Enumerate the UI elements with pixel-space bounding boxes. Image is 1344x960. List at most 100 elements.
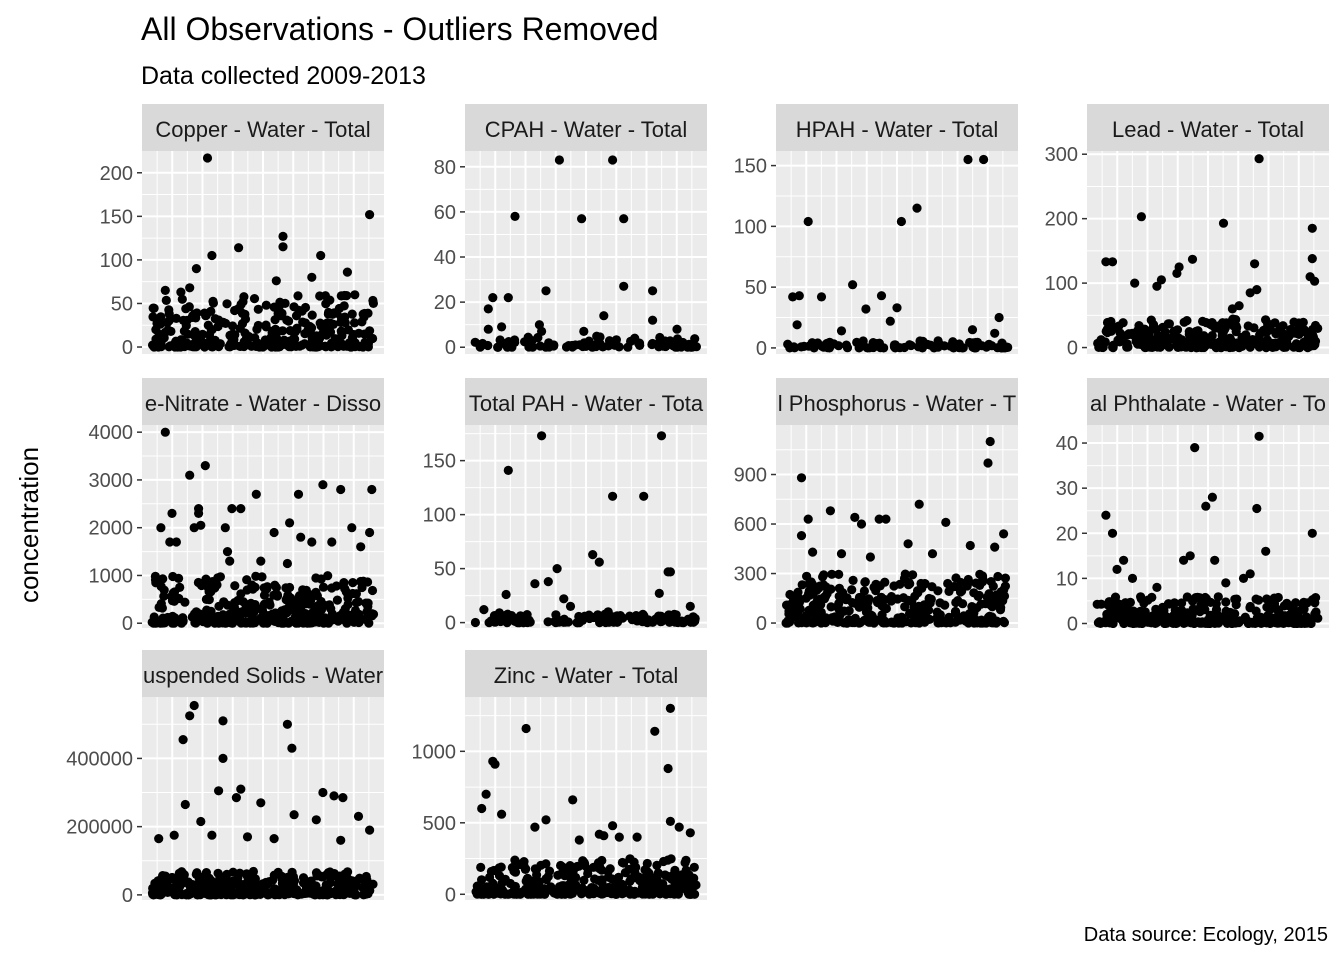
data-point [219, 597, 229, 607]
data-point [1177, 598, 1187, 608]
facet-strip [142, 650, 384, 697]
data-point [1127, 573, 1138, 584]
data-point [941, 517, 951, 528]
data-point [1123, 342, 1133, 352]
data-point [159, 591, 169, 601]
facet-strip [776, 378, 1018, 425]
data-point [577, 214, 587, 224]
data-point [856, 519, 867, 529]
data-point [365, 527, 375, 538]
data-point [672, 342, 682, 352]
y-tick-label: 100 [423, 505, 456, 527]
facet-panel: uspended Solids - Water 0 200000 400000 [66, 650, 384, 907]
data-point [178, 617, 188, 627]
data-point [1307, 528, 1317, 538]
data-point [1221, 578, 1231, 588]
y-tick-label: 20 [1056, 523, 1078, 545]
data-point [977, 341, 987, 351]
points-layer [1092, 431, 1323, 628]
points-layer [781, 436, 1011, 628]
data-point [594, 611, 604, 622]
data-point [256, 556, 266, 566]
data-point [282, 719, 292, 729]
data-point [1116, 606, 1126, 616]
data-point [1254, 431, 1264, 441]
facet-strip [465, 104, 707, 151]
data-point [1218, 218, 1229, 228]
data-point [270, 315, 280, 325]
data-point [513, 613, 523, 623]
data-point [178, 735, 188, 745]
data-point [154, 834, 164, 844]
y-tick-label: 1000 [412, 741, 457, 763]
data-point [824, 343, 835, 353]
data-point [631, 862, 641, 873]
data-point [253, 304, 263, 314]
data-point [307, 537, 317, 547]
data-point [256, 604, 266, 614]
data-point [658, 880, 668, 891]
data-point [278, 242, 288, 252]
facet-panel: l Phosphorus - Water - T 0 300 600 900 [734, 378, 1018, 635]
data-point [500, 874, 510, 884]
data-point [583, 868, 593, 879]
data-point [1207, 492, 1217, 502]
data-point [218, 753, 228, 764]
data-point [493, 342, 503, 352]
data-point [257, 572, 267, 582]
data-point [665, 567, 676, 577]
y-tick-label: 40 [1056, 433, 1078, 455]
data-point [826, 602, 836, 612]
y-tick-label: 500 [423, 813, 456, 835]
data-point [924, 593, 934, 604]
data-point [326, 604, 336, 614]
y-tick-label: 0 [756, 613, 767, 635]
data-point [490, 759, 500, 769]
data-point [481, 789, 491, 799]
data-point [922, 339, 932, 349]
data-point [367, 609, 377, 619]
data-point [876, 291, 887, 301]
data-point [479, 605, 489, 615]
data-point [595, 864, 605, 874]
data-point [154, 318, 164, 328]
facet-strip-label: Total PAH - Water - Tota [469, 391, 704, 416]
data-point [1291, 598, 1301, 608]
data-point [1295, 343, 1305, 353]
data-point [1197, 617, 1207, 627]
data-point [677, 617, 687, 628]
data-point [1101, 257, 1111, 267]
data-point [202, 618, 213, 628]
data-point [282, 558, 292, 569]
data-point [297, 340, 307, 350]
data-point [661, 341, 671, 351]
data-point [1127, 328, 1137, 338]
data-point [826, 584, 836, 594]
data-point [233, 873, 243, 883]
data-point [632, 832, 642, 842]
data-point [289, 810, 299, 820]
data-point [239, 341, 249, 352]
data-point [608, 821, 618, 831]
data-point [366, 334, 376, 344]
points-layer [147, 700, 378, 900]
data-point [318, 787, 328, 798]
data-point [259, 590, 270, 600]
data-point [1245, 569, 1255, 579]
data-point [317, 886, 327, 896]
data-point [663, 855, 673, 865]
data-point [501, 589, 511, 600]
data-point [147, 888, 158, 898]
data-point [1201, 501, 1211, 511]
data-point [619, 214, 629, 224]
data-point [868, 338, 878, 348]
data-point [239, 292, 249, 302]
data-point [842, 593, 852, 603]
data-point [365, 825, 375, 835]
data-point [1226, 618, 1236, 628]
data-point [214, 786, 224, 796]
data-point [484, 618, 494, 628]
data-point [277, 308, 287, 318]
data-point [991, 590, 1002, 600]
data-point [1245, 601, 1255, 612]
